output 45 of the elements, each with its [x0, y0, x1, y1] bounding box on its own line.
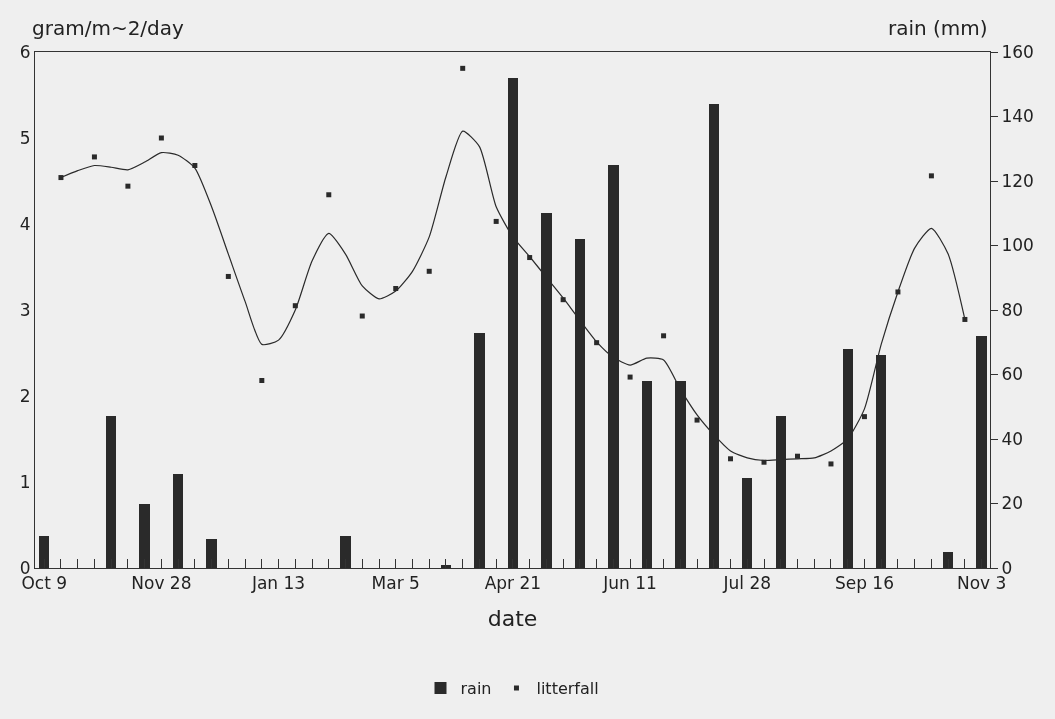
point [694, 417, 700, 423]
point [359, 313, 365, 319]
y2-tick-label: 160 [1001, 41, 1034, 62]
point [125, 183, 131, 189]
x-tick-label: Jan 13 [250, 573, 306, 594]
y-tick-label: 6 [19, 41, 31, 62]
point [861, 414, 867, 420]
point [225, 273, 231, 279]
y-tick-label: 3 [19, 299, 31, 320]
x-tick-label: Apr 21 [484, 573, 542, 594]
legend-label: litterfall [536, 679, 599, 699]
y-tick-label: 1 [19, 471, 31, 492]
point [627, 374, 633, 380]
point [928, 173, 934, 179]
y2-tick-label: 120 [1001, 170, 1034, 191]
y-tick-label: 4 [19, 213, 31, 234]
y2-tick-label: 80 [1001, 299, 1024, 320]
y-axis-title: gram/m~2/day [32, 16, 185, 40]
point [661, 333, 667, 339]
point [158, 135, 164, 141]
y2-tick-label: 40 [1001, 428, 1024, 449]
point [259, 378, 265, 384]
point [728, 456, 734, 462]
y-tick-label: 5 [19, 127, 31, 148]
y2-tick-label: 140 [1001, 106, 1034, 127]
point [326, 192, 332, 198]
x-tick-label: Oct 9 [21, 573, 68, 594]
x-tick-label: Mar 5 [371, 573, 420, 594]
y2-tick-label: 100 [1001, 235, 1034, 256]
x-tick-label: Nov 28 [131, 573, 192, 594]
x-axis-title: date [487, 606, 538, 632]
x-tick-label: Sep 16 [834, 573, 894, 594]
point [460, 65, 466, 71]
point [426, 268, 432, 274]
y-tick-label: 2 [19, 385, 31, 406]
x-tick-label: Jun 11 [602, 573, 657, 594]
y2-tick-label: 20 [1001, 493, 1024, 514]
y2-axis-title: rain (mm) [888, 16, 988, 40]
point [493, 218, 499, 224]
point [828, 461, 834, 467]
y2-tick-label: 60 [1001, 364, 1024, 385]
x-tick-label: Jul 28 [722, 573, 772, 594]
point [91, 154, 97, 160]
x-tick-label: Nov 3 [956, 573, 1007, 594]
legend-label: rain [460, 679, 492, 699]
